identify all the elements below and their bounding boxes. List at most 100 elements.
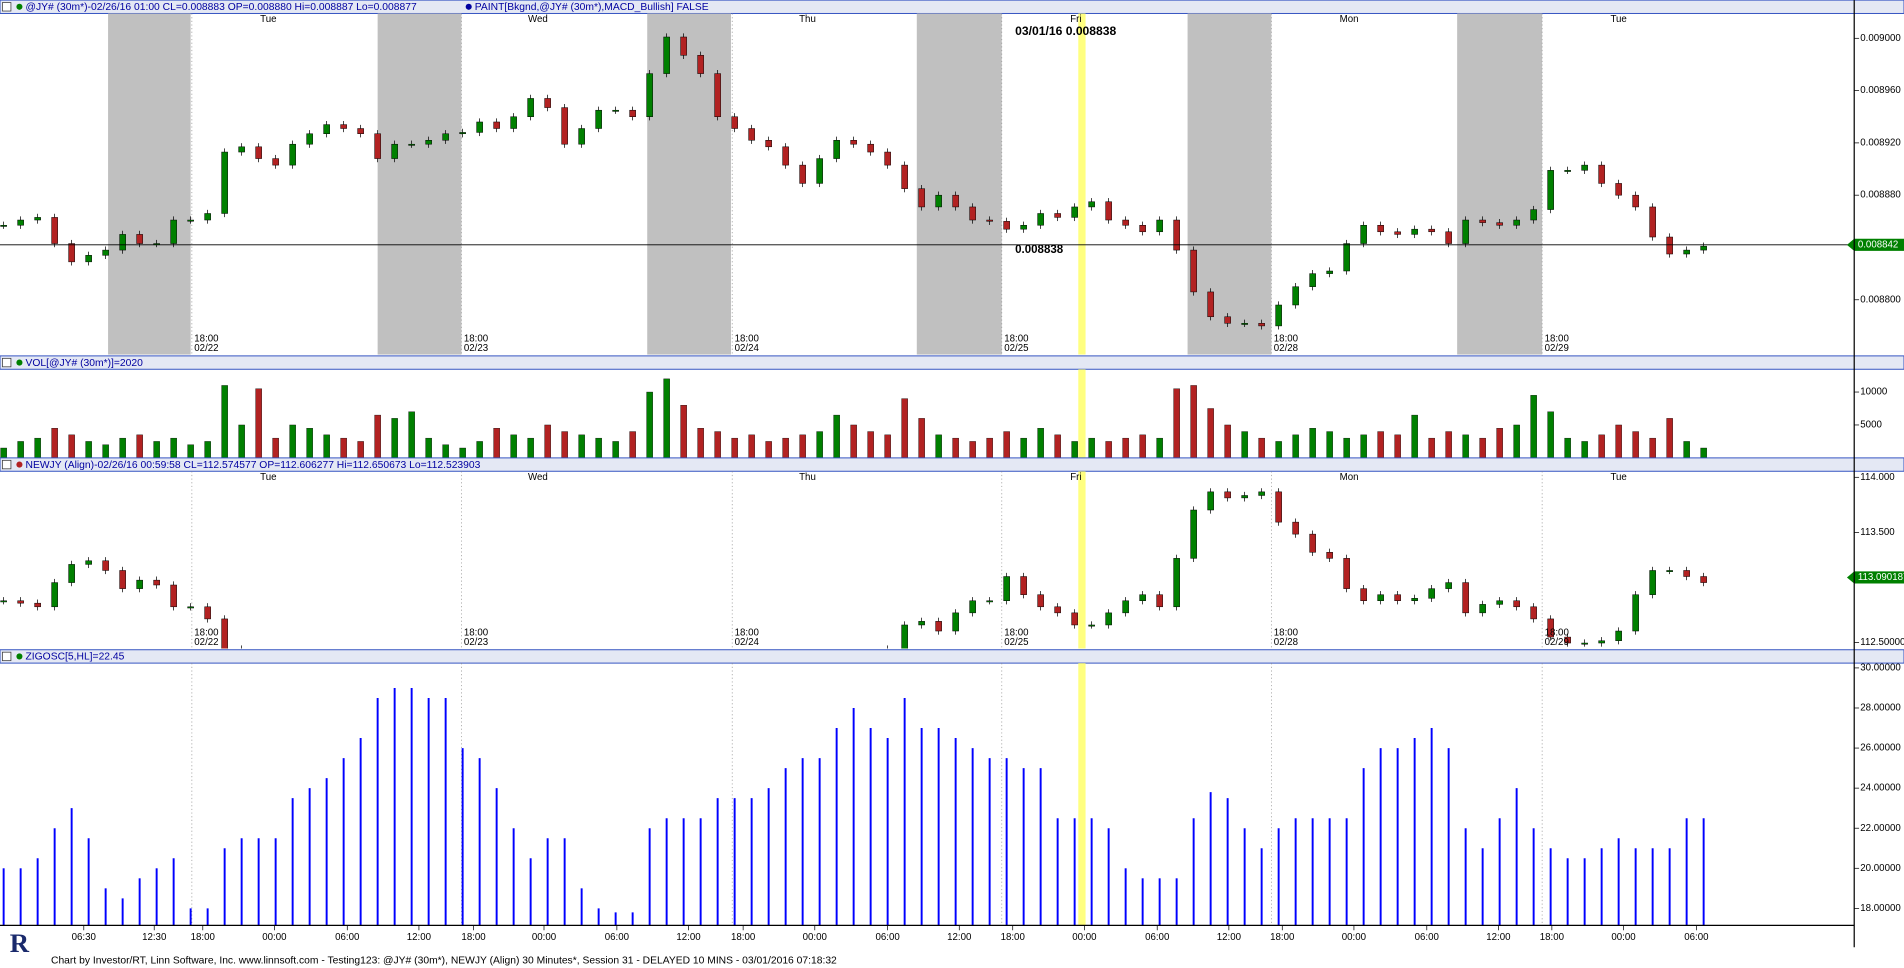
candle bbox=[306, 133, 313, 145]
candle bbox=[1258, 491, 1265, 496]
candle bbox=[459, 132, 466, 134]
day-label: Tue bbox=[260, 14, 276, 25]
volume-bar bbox=[1547, 411, 1554, 458]
candle bbox=[1394, 231, 1401, 235]
day-label: Thu bbox=[799, 472, 816, 483]
session-time: 18:00 bbox=[194, 333, 219, 344]
plot-area bbox=[0, 13, 1707, 355]
candle bbox=[1309, 533, 1316, 553]
close-box bbox=[2, 459, 12, 470]
candle bbox=[1292, 521, 1299, 535]
y-tick-label: 24.00000 bbox=[1860, 783, 1901, 794]
candle bbox=[0, 225, 7, 227]
candle bbox=[1020, 225, 1027, 230]
session-shade bbox=[1457, 13, 1543, 355]
session-date: 02/24 bbox=[735, 637, 760, 648]
candle bbox=[1190, 249, 1197, 293]
candle bbox=[1615, 183, 1622, 196]
volume-bar bbox=[1122, 437, 1129, 458]
candle bbox=[1377, 594, 1384, 601]
time-label: 00:00 bbox=[532, 932, 557, 943]
time-label: 18:00 bbox=[1001, 932, 1026, 943]
candle bbox=[731, 116, 738, 129]
candle bbox=[51, 217, 58, 244]
candle bbox=[816, 158, 823, 184]
candle bbox=[952, 194, 959, 208]
candle bbox=[136, 234, 143, 244]
candle bbox=[1513, 219, 1520, 226]
candle bbox=[1598, 164, 1605, 184]
volume-bar bbox=[1054, 434, 1061, 458]
candle bbox=[204, 606, 211, 620]
volume-bar bbox=[782, 437, 789, 458]
volume-bar bbox=[391, 418, 398, 458]
y-tick-label: 22.00000 bbox=[1860, 823, 1901, 834]
time-label: 00:00 bbox=[1611, 932, 1636, 943]
panel-title: NEWJY (Align)-02/26/16 00:59:58 CL=112.5… bbox=[26, 460, 481, 471]
candle bbox=[1581, 642, 1588, 645]
plot-area bbox=[2, 663, 1705, 926]
candle bbox=[1020, 576, 1027, 595]
candle bbox=[1207, 291, 1214, 318]
candle bbox=[1258, 323, 1265, 327]
candle bbox=[340, 124, 347, 129]
volume-bar bbox=[799, 434, 806, 458]
volume-bar bbox=[561, 431, 568, 458]
session-time: 18:00 bbox=[464, 627, 489, 638]
candle bbox=[1496, 222, 1503, 226]
day-label: Fri bbox=[1070, 14, 1081, 25]
panel-title: VOL[@JY# (30m*)]=2020 bbox=[26, 358, 144, 369]
time-label: 12:00 bbox=[676, 932, 701, 943]
y-tick-label: 28.00000 bbox=[1860, 703, 1901, 714]
time-label: 00:00 bbox=[262, 932, 287, 943]
volume-bar bbox=[697, 428, 704, 458]
candle bbox=[1479, 219, 1486, 223]
candle bbox=[527, 98, 534, 117]
candle bbox=[17, 219, 24, 226]
candle bbox=[391, 143, 398, 159]
series-dot bbox=[465, 3, 472, 10]
candle bbox=[1071, 612, 1078, 626]
volume-bar bbox=[357, 441, 364, 458]
time-label: 18:00 bbox=[731, 932, 756, 943]
y-tick-label: 18.00000 bbox=[1860, 903, 1901, 914]
volume-bar bbox=[1088, 437, 1095, 458]
volume-bar bbox=[1343, 437, 1350, 458]
volume-bar bbox=[663, 378, 670, 458]
candle bbox=[1700, 245, 1707, 251]
candle bbox=[1275, 304, 1282, 327]
candle bbox=[1037, 594, 1044, 608]
candle bbox=[204, 213, 211, 221]
candle bbox=[85, 255, 92, 263]
volume-bar bbox=[306, 428, 313, 458]
volume-bar bbox=[731, 437, 738, 458]
candle bbox=[1360, 225, 1367, 244]
day-label: Thu bbox=[799, 14, 816, 25]
candle bbox=[1700, 576, 1707, 583]
panel-header bbox=[0, 355, 1904, 370]
y-tick-label: 0.009000 bbox=[1860, 33, 1901, 44]
volume-bar bbox=[68, 434, 75, 458]
volume-bar bbox=[867, 431, 874, 458]
candle bbox=[136, 579, 143, 589]
volume-bar bbox=[1496, 428, 1503, 458]
candle bbox=[85, 560, 92, 565]
volume-bar bbox=[1615, 424, 1622, 458]
candle bbox=[850, 140, 857, 145]
y-tick-label: 5000 bbox=[1860, 420, 1882, 431]
candle bbox=[357, 128, 364, 134]
session-date: 02/25 bbox=[1004, 343, 1028, 354]
candle bbox=[1003, 576, 1010, 601]
candle bbox=[425, 140, 432, 145]
candle bbox=[1343, 558, 1350, 589]
candle bbox=[918, 188, 925, 208]
current-price-tag bbox=[1846, 571, 1904, 584]
time-label: 06:00 bbox=[605, 932, 630, 943]
candle bbox=[170, 219, 177, 244]
volume-bar bbox=[850, 424, 857, 458]
y-tick-label: 114.000 bbox=[1860, 472, 1895, 483]
candle bbox=[1377, 225, 1384, 233]
time-label: 18:00 bbox=[191, 932, 216, 943]
candle bbox=[1513, 600, 1520, 608]
